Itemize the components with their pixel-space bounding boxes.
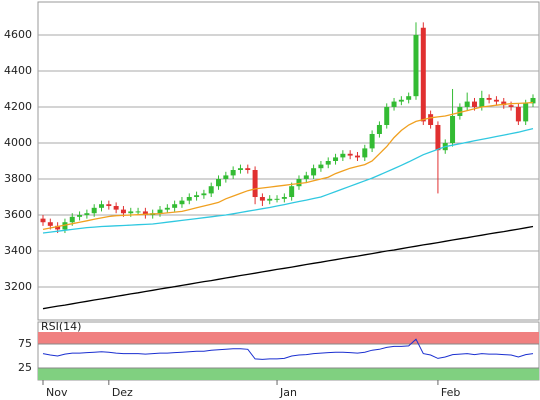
candle-body [340,153,346,158]
candle-body [376,124,382,134]
candle-body [428,114,434,125]
x-tick-label: Jan [279,386,297,399]
y-tick-label: 4600 [4,28,32,41]
candle-body [289,186,295,198]
candle-body [194,195,200,198]
y-tick-label: 3400 [4,244,32,257]
candle-body [406,96,412,100]
candle-body [523,103,529,122]
candle-body [501,101,507,106]
candle-body [413,34,419,97]
candle-body [398,99,404,102]
x-tick-label: Nov [46,386,68,399]
candle-body [245,168,251,171]
candle-body [55,225,61,230]
candle-body [457,106,463,116]
candle-body [40,218,46,223]
y-tick-label: 3200 [4,280,32,293]
candle-body [435,124,441,151]
candle-body [450,115,456,143]
candle-body [530,97,536,104]
y-tick-label: 4400 [4,64,32,77]
candle-body [259,197,265,201]
candle-body [311,168,317,176]
candle-body [128,211,134,214]
candle-body [318,164,324,169]
candle-body [120,209,126,214]
candle-body [274,198,280,200]
candle-body [164,207,170,210]
candle-body [77,215,83,217]
candle-body [113,206,119,210]
rsi-label: RSI(14) [41,320,81,333]
candle-body [391,101,397,107]
moving-average-line [42,101,534,231]
candle-body [99,204,105,208]
candle-body [208,186,214,194]
candle-body [486,97,492,100]
candle-body [333,157,339,161]
candle-body [354,155,360,158]
price-panel [37,1,540,321]
candle-body [281,197,287,199]
candle-body [420,27,426,122]
candle-body [47,222,53,226]
moving-average-line [42,127,534,234]
candle-body [172,204,178,208]
y-tick-label: 4000 [4,136,32,149]
x-tick-label: Dez [112,386,133,399]
candle-body [479,97,485,107]
candle-body [157,209,163,214]
candle-body [252,170,258,198]
rsi-y-tick-label: 25 [18,361,32,374]
candle-body [508,105,514,107]
candle-body [62,222,68,230]
candle-body [296,179,302,187]
candle-body [216,179,222,187]
rsi-lower-band [38,368,539,380]
candle-body [230,170,236,176]
candle-body [471,101,477,107]
candle-body [347,153,353,156]
candle-body [267,198,273,201]
candle-body [91,207,97,214]
rsi-upper-band [38,332,539,344]
candle-body [223,175,229,180]
candle-body [464,101,470,107]
candle-body [325,161,331,165]
candle-body [69,216,75,223]
candle-body [369,133,375,149]
y-tick-label: 4200 [4,100,32,113]
y-tick-label: 3800 [4,172,32,185]
candle-body [303,175,309,180]
candle-body [515,106,521,122]
x-tick-label: Feb [441,386,460,399]
moving-average-line [42,225,534,310]
candle-body [179,200,185,205]
candle-body [135,211,141,213]
candle-body [106,204,112,207]
rsi-y-tick-label: 75 [18,337,32,350]
candle-body [201,193,207,196]
candle-body [142,211,148,216]
candle-body [493,99,499,102]
candle-body [84,213,90,216]
candle-body [362,148,368,158]
candle-body [237,168,243,171]
candle-body [186,197,192,201]
candle-body [384,106,390,125]
y-tick-label: 3600 [4,208,32,221]
rsi-line [42,338,534,360]
